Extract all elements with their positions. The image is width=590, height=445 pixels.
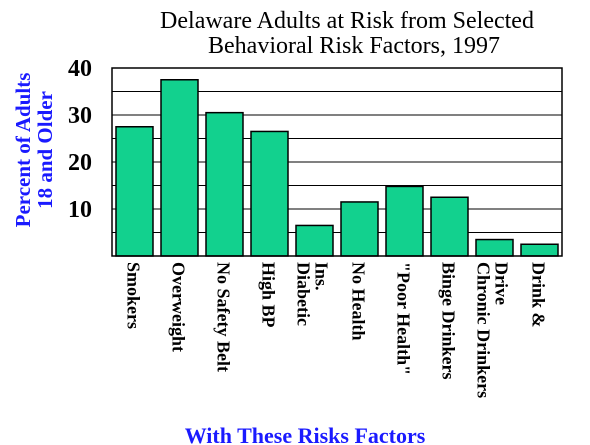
x-tick-label: High BP (259, 262, 279, 328)
bar (475, 238, 514, 257)
y-tick-label: 30 (68, 103, 92, 129)
y-tick-label: 20 (68, 150, 92, 176)
chart-title: Delaware Adults at Risk from SelectedBeh… (160, 8, 534, 59)
axes (111, 67, 563, 257)
x-tick-label: Drink & (529, 262, 549, 328)
y-tick-labels: 10 20 30 40 (68, 56, 92, 223)
x-tick-label: No Health (349, 262, 369, 341)
bar (430, 196, 469, 257)
bars (115, 79, 559, 257)
y-tick-label: 40 (68, 56, 92, 82)
x-tick-label: Binge Drinkers (439, 262, 459, 380)
chart-title-line: Behavioral Risk Factors, 1997 (208, 33, 500, 59)
bar (295, 224, 334, 257)
x-axis-label: With These Risks Factors (185, 423, 426, 445)
y-tick-label: 10 (68, 197, 92, 223)
bar (520, 243, 559, 257)
bar (250, 130, 289, 257)
x-tick-label: Chronic Drinkers (474, 262, 494, 398)
bar (340, 201, 379, 257)
plot-frame (111, 67, 563, 257)
x-tick-label: Drive (492, 262, 512, 305)
x-tick-label: No Safety Belt (214, 262, 234, 372)
x-tick-labels: Smokers Overweight No Safety Belt High BP In… (124, 262, 549, 398)
x-tick-label: Diabetic (294, 262, 314, 326)
x-tick-label: Overweight (169, 262, 189, 352)
x-tick-label: Smokers (124, 262, 144, 329)
bar (385, 185, 424, 257)
y-axis-label-line: Percent of Adults (11, 73, 35, 228)
bar (160, 79, 199, 257)
y-axis-label-line: 18 and Older (33, 91, 57, 209)
bar (205, 111, 244, 257)
chart-title-line: Delaware Adults at Risk from Selected (160, 8, 534, 34)
x-tick-label: "Poor Health" (394, 262, 414, 375)
x-tick-label: Ins. (312, 262, 332, 291)
bar (115, 126, 154, 257)
